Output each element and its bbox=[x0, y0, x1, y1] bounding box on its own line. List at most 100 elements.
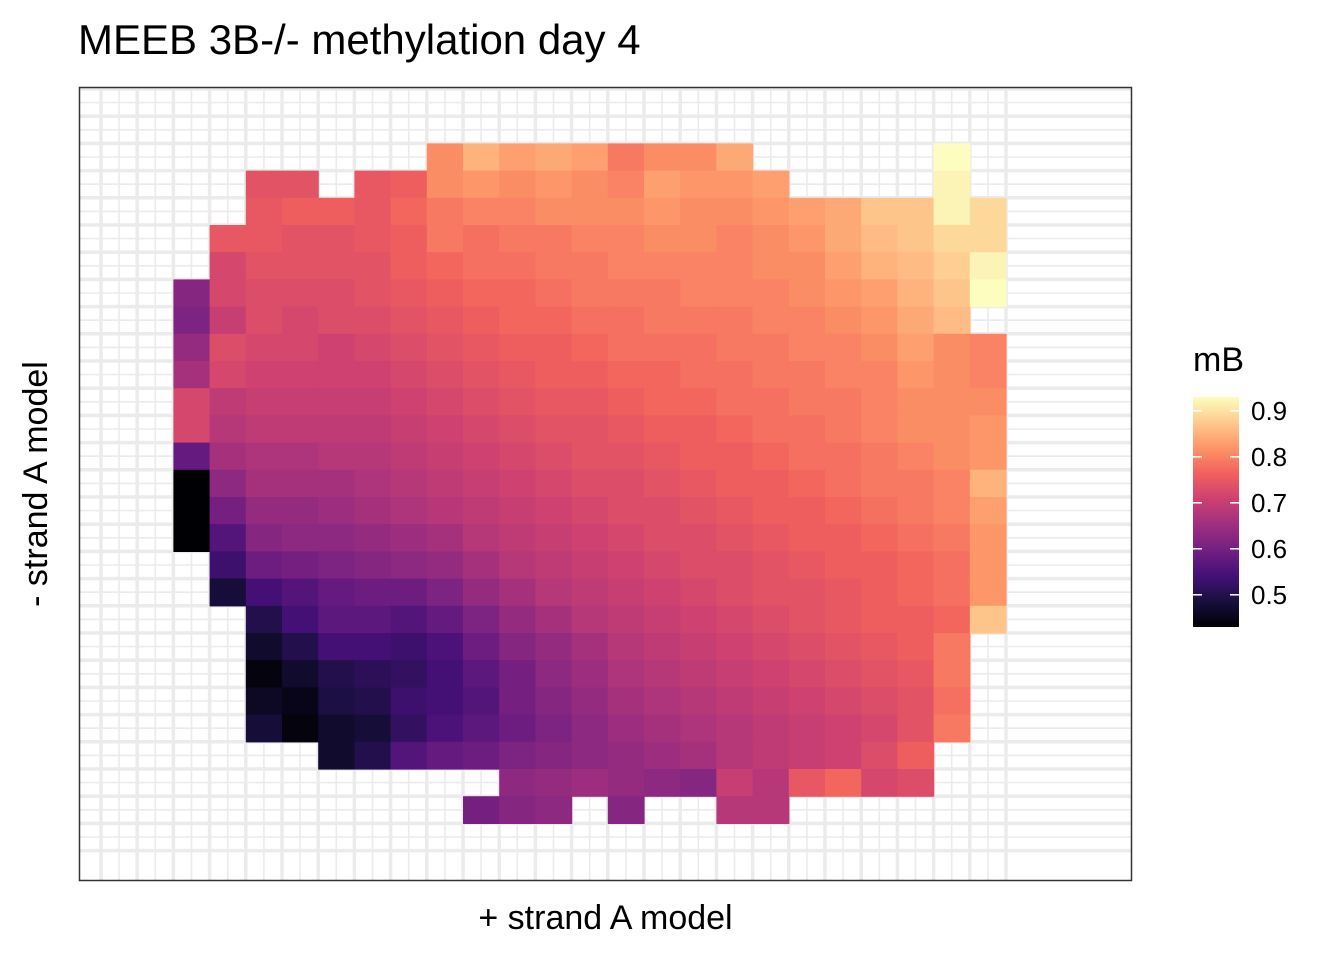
heatmap-tile bbox=[752, 361, 790, 389]
heatmap-tile bbox=[969, 279, 1007, 308]
heatmap-tile bbox=[209, 279, 247, 308]
heatmap-tile bbox=[644, 714, 681, 743]
heatmap-tile bbox=[426, 170, 464, 199]
heatmap-tile bbox=[463, 279, 500, 308]
heatmap-tile bbox=[282, 333, 319, 362]
heatmap-tile bbox=[788, 551, 826, 580]
heatmap-tile bbox=[463, 660, 500, 688]
heatmap-tile bbox=[752, 796, 790, 824]
heatmap-tile bbox=[499, 469, 536, 498]
heatmap-tile bbox=[752, 252, 790, 280]
heatmap-tile bbox=[463, 306, 500, 335]
heatmap-tile bbox=[825, 415, 862, 444]
heatmap-tile bbox=[318, 687, 355, 716]
heatmap-tile bbox=[282, 660, 319, 688]
heatmap-tile bbox=[607, 361, 645, 389]
heatmap-tile bbox=[245, 361, 283, 389]
heatmap-tile bbox=[644, 769, 681, 797]
legend-tick-label: 0.6 bbox=[1251, 534, 1287, 564]
heatmap-tile bbox=[354, 687, 392, 716]
heatmap-tile bbox=[680, 769, 717, 797]
heatmap-tile bbox=[607, 660, 645, 688]
heatmap-tile bbox=[318, 361, 355, 389]
heatmap-tile bbox=[245, 333, 283, 362]
legend-tick-label: 0.9 bbox=[1251, 396, 1287, 426]
heatmap-tile bbox=[499, 415, 536, 444]
heatmap-tile bbox=[499, 796, 536, 824]
heatmap-tile bbox=[390, 170, 428, 199]
heatmap-tile bbox=[861, 741, 898, 770]
heatmap-tile bbox=[535, 306, 573, 335]
heatmap-tile bbox=[426, 497, 464, 525]
heatmap-tile bbox=[571, 306, 609, 335]
heatmap-tile bbox=[680, 497, 717, 525]
heatmap-tile bbox=[644, 225, 681, 253]
heatmap-tile bbox=[390, 361, 428, 389]
heatmap-tile bbox=[680, 279, 717, 308]
heatmap-tile bbox=[969, 388, 1007, 416]
heatmap-tile bbox=[752, 306, 790, 335]
heatmap-tile bbox=[861, 279, 898, 308]
heatmap-tile bbox=[752, 605, 790, 634]
heatmap-tile bbox=[499, 660, 536, 688]
heatmap-tile bbox=[933, 442, 971, 471]
heatmap-tile bbox=[354, 714, 392, 743]
heatmap-tile bbox=[825, 225, 862, 253]
heatmap-tile bbox=[752, 469, 790, 498]
heatmap-tile bbox=[788, 714, 826, 743]
heatmap-tile bbox=[499, 197, 536, 226]
heatmap-tile bbox=[897, 605, 935, 634]
heatmap-tile bbox=[861, 605, 898, 634]
heatmap-tile bbox=[571, 225, 609, 253]
heatmap-tile bbox=[209, 306, 247, 335]
heatmap-tile bbox=[318, 497, 355, 525]
heatmap-tile bbox=[499, 361, 536, 389]
heatmap-tile bbox=[390, 633, 428, 661]
heatmap-tile bbox=[788, 605, 826, 634]
heatmap-tile bbox=[716, 497, 754, 525]
heatmap-tile bbox=[318, 197, 355, 226]
heatmap-tile bbox=[354, 605, 392, 634]
heatmap-tile bbox=[933, 578, 971, 607]
heatmap-tile bbox=[245, 442, 283, 471]
heatmap-tile bbox=[245, 469, 283, 498]
heatmap-tile bbox=[245, 388, 283, 416]
heatmap-tile bbox=[897, 769, 935, 797]
heatmap-tile bbox=[463, 524, 500, 552]
heatmap-tile bbox=[788, 687, 826, 716]
heatmap-tile bbox=[933, 197, 971, 226]
heatmap-tile bbox=[426, 225, 464, 253]
heatmap-tiles bbox=[173, 143, 1007, 824]
heatmap-tile bbox=[607, 741, 645, 770]
heatmap-tile bbox=[788, 660, 826, 688]
heatmap-tile bbox=[644, 415, 681, 444]
heatmap-tile bbox=[173, 415, 211, 444]
heatmap-tile bbox=[535, 361, 573, 389]
heatmap-tile bbox=[644, 197, 681, 226]
heatmap-tile bbox=[680, 333, 717, 362]
heatmap-tile bbox=[825, 633, 862, 661]
heatmap-tile bbox=[535, 741, 573, 770]
heatmap-tile bbox=[788, 252, 826, 280]
heatmap-tile bbox=[825, 551, 862, 580]
heatmap-tile bbox=[245, 633, 283, 661]
heatmap-tile bbox=[354, 497, 392, 525]
heatmap-tile bbox=[499, 143, 536, 172]
heatmap-tile bbox=[933, 497, 971, 525]
heatmap-tile bbox=[716, 660, 754, 688]
heatmap-tile bbox=[680, 605, 717, 634]
heatmap-tile bbox=[245, 660, 283, 688]
heatmap-tile bbox=[716, 333, 754, 362]
heatmap-tile bbox=[897, 333, 935, 362]
heatmap-tile bbox=[571, 524, 609, 552]
heatmap-tile bbox=[282, 524, 319, 552]
heatmap-tile bbox=[680, 551, 717, 580]
heatmap-tile bbox=[282, 388, 319, 416]
heatmap-tile bbox=[535, 605, 573, 634]
heatmap-tile bbox=[752, 524, 790, 552]
heatmap-tile bbox=[933, 469, 971, 498]
heatmap-tile bbox=[861, 578, 898, 607]
heatmap-tile bbox=[680, 660, 717, 688]
heatmap-tile bbox=[463, 388, 500, 416]
heatmap-tile bbox=[463, 469, 500, 498]
